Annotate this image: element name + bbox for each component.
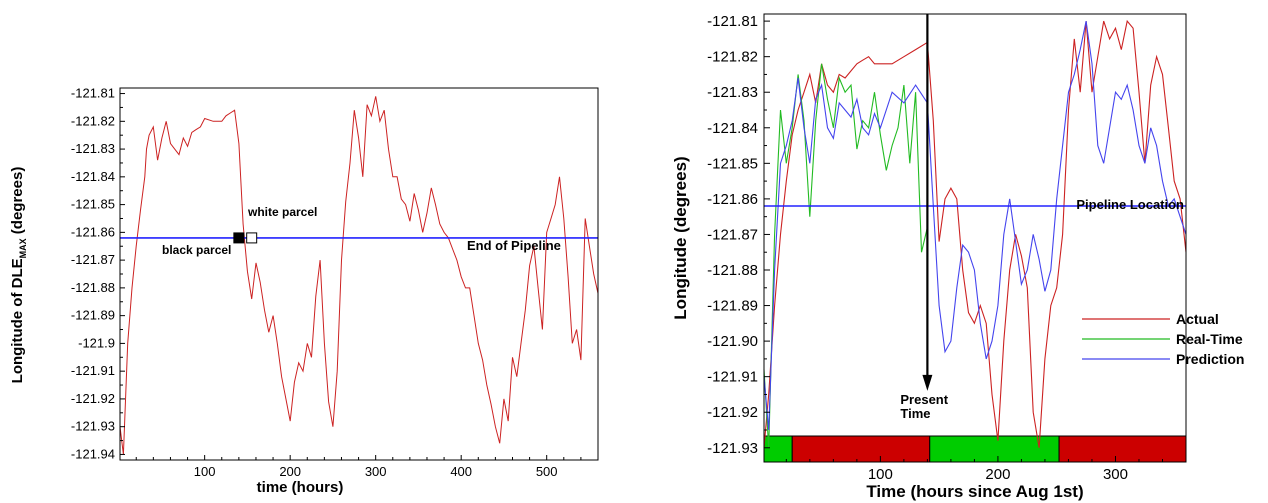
right-x-axis-label: Time (hours since Aug 1st) [866, 482, 1083, 501]
present-time-arrow-head [922, 374, 933, 391]
right-y-tick-label: -121.84 [707, 120, 758, 137]
white-parcel-label: white parcel [247, 205, 317, 219]
right-pipeline-label: Pipeline Location [1076, 197, 1184, 212]
right-y-tick-label: -121.90 [707, 333, 758, 350]
left-y-tick-label: -121.9 [78, 335, 115, 350]
left-y-tick-label: -121.84 [71, 169, 115, 184]
legend-label-real-time: Real-Time [1176, 331, 1243, 347]
left-y-tick-label: -121.83 [71, 141, 115, 156]
right-y-tick-label: -121.81 [707, 13, 758, 30]
right-y-tick-label: -121.86 [707, 191, 758, 208]
right-series-line-2 [763, 20, 1187, 431]
right-series-line-1 [763, 63, 928, 448]
left-y-tick-label: -121.81 [71, 86, 115, 101]
right-y-tick-label: -121.82 [707, 49, 758, 66]
left-x-tick-label: 300 [365, 464, 387, 479]
right-y-tick-label: -121.87 [707, 226, 758, 243]
left-y-axis-label: Longitude of DLEMAX (degrees) [9, 167, 28, 384]
status-bar-segment-1 [791, 435, 931, 463]
right-chart: -121.81 -121.82 -121.83 -121.84 -121.85 -121.… [671, 13, 1244, 501]
left-y-axis-label-tail: (degrees) [9, 167, 26, 239]
left-x-tick-label: 100 [194, 464, 216, 479]
left-y-axis-label-main: Longitude of DLE [9, 258, 26, 383]
white-parcel-marker [246, 232, 258, 244]
right-x-ticks: 100 200 300 [785, 456, 1163, 483]
present-time-label-line2: Time [900, 406, 930, 421]
black-parcel-marker [233, 232, 245, 244]
right-chart-series [763, 19, 1187, 448]
left-pipeline-label: End of Pipeline [467, 238, 561, 253]
left-y-axis-label-sub: MAX [18, 238, 28, 258]
left-series-line-0 [119, 96, 599, 455]
left-x-axis-label: time (hours) [257, 479, 344, 496]
right-y-tick-label: -121.83 [707, 84, 758, 101]
left-chart-series [119, 96, 599, 455]
present-time-label: Present Time [900, 392, 951, 421]
left-y-tick-label: -121.93 [71, 419, 115, 434]
left-x-tick-label: 400 [450, 464, 472, 479]
black-parcel-label: black parcel [162, 243, 231, 257]
left-y-tick-label: -121.92 [71, 391, 115, 406]
present-time-arrow [922, 14, 933, 391]
right-x-tick-label: 200 [985, 466, 1010, 483]
left-y-tick-label: -121.86 [71, 224, 115, 239]
legend-label-prediction: Prediction [1176, 351, 1244, 367]
left-y-tick-label: -121.82 [71, 113, 115, 128]
right-y-tick-label: -121.88 [707, 262, 758, 279]
right-y-ticks: -121.81 -121.82 -121.83 -121.84 -121.85 -121.… [707, 13, 770, 457]
right-x-tick-label: 100 [868, 466, 893, 483]
right-y-tick-label: -121.93 [707, 440, 758, 457]
right-y-axis-label: Longitude (degrees) [671, 156, 690, 319]
left-y-tick-label: -121.91 [71, 363, 115, 378]
right-y-tick-label: -121.85 [707, 155, 758, 172]
left-y-ticks: -121.81 -121.82 -121.83 -121.84 -121.85 -121.… [71, 86, 125, 461]
right-y-tick-label: -121.92 [707, 404, 758, 421]
left-x-tick-label: 200 [279, 464, 301, 479]
right-status-bar [763, 435, 1187, 463]
right-y-tick-label: -121.91 [707, 369, 758, 386]
left-y-tick-label: -121.88 [71, 280, 115, 295]
right-plot-frame [763, 13, 1187, 463]
legend-label-actual: Actual [1176, 311, 1219, 327]
left-y-tick-label: -121.87 [71, 252, 115, 267]
status-bar-segment-3 [1058, 435, 1187, 463]
left-x-ticks: 100 200 300 400 500 [135, 455, 582, 479]
right-series-line-0 [763, 19, 1187, 448]
left-y-tick-label: -121.85 [71, 197, 115, 212]
right-y-tick-label: -121.89 [707, 298, 758, 315]
left-x-tick-label: 500 [536, 464, 558, 479]
left-y-tick-label: -121.89 [71, 308, 115, 323]
present-time-label-line1: Present [900, 392, 948, 407]
left-chart: -121.81 -121.82 -121.83 -121.84 -121.85 -121.… [9, 86, 599, 496]
right-x-tick-label: 300 [1103, 466, 1128, 483]
right-legend: Actual Real-Time Prediction [1082, 311, 1244, 367]
left-y-tick-label: -121.94 [71, 446, 115, 461]
